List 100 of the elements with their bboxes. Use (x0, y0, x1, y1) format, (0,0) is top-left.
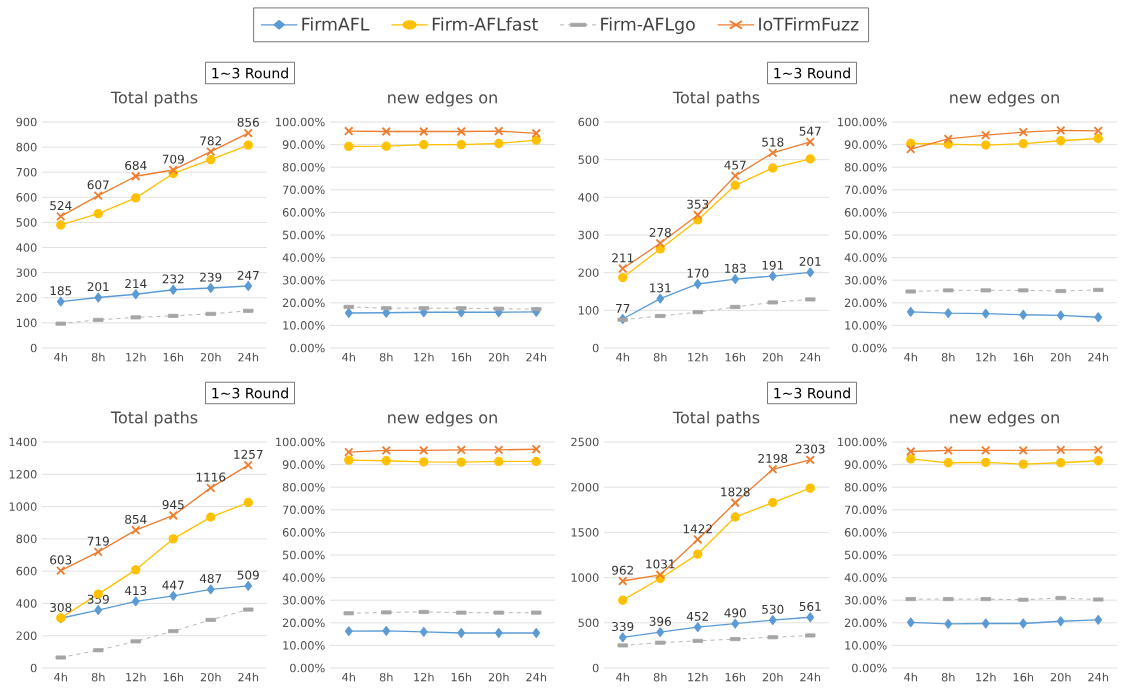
data-label: 962 (612, 565, 634, 575)
y-tick-label: 200 (16, 631, 37, 640)
y-tick-label: 70.00% (283, 505, 325, 515)
chart-subtitle: 1~3 Round (212, 67, 288, 79)
data-label: 945 (162, 500, 184, 510)
y-tick-label: 40.00% (844, 573, 887, 582)
y-tick-label: 400 (16, 599, 37, 608)
chart-title: Total paths (672, 91, 760, 107)
y-tick-label: 0.00% (290, 343, 325, 353)
x-tick-label: 24h (238, 352, 259, 362)
y-tick-label: 80.00% (844, 162, 887, 172)
x-tick-label: 24h (800, 672, 821, 682)
x-tick-label: 16h (451, 672, 472, 682)
legend-label: IoTFirmFuzz (759, 17, 859, 31)
y-tick-label: 2500 (571, 437, 599, 447)
y-tick-label: 1400 (9, 437, 37, 447)
x-tick-label: 20h (200, 352, 221, 362)
y-tick-label: 400 (578, 193, 599, 202)
x-tick-label: 4h (342, 352, 355, 362)
y-tick-label: 800 (16, 534, 37, 544)
y-tick-label: 0.00% (290, 663, 325, 673)
y-tick-label: 20.00% (844, 298, 887, 308)
x-tick-label: 8h (379, 672, 393, 682)
x-tick-label: 16h (725, 352, 746, 362)
y-tick-label: 0 (592, 343, 599, 353)
y-tick-label: 10.00% (845, 321, 887, 330)
x-tick-label: 12h (414, 352, 434, 362)
y-tick-label: 500 (16, 218, 37, 227)
data-label: 191 (762, 260, 784, 270)
y-tick-label: 2000 (571, 482, 599, 492)
data-label: 452 (686, 611, 709, 621)
x-tick-label: 8h (653, 672, 667, 682)
data-label: 561 (799, 601, 821, 612)
y-tick-label: 20.00% (282, 298, 325, 308)
chart-title: new edges on (388, 91, 497, 107)
y-tick-label: 60.00% (844, 208, 887, 217)
data-label: 239 (200, 272, 222, 282)
chart-title: Total paths (672, 411, 760, 427)
y-tick-label: 700 (16, 167, 37, 177)
y-tick-label: 50.00% (844, 550, 887, 560)
data-label: 490 (724, 608, 746, 618)
y-tick-label: 100.00% (276, 437, 325, 447)
y-tick-label: 500 (578, 155, 599, 164)
x-tick-label: 16h (451, 352, 472, 362)
x-tick-label: 8h (379, 352, 393, 362)
y-tick-label: 70.00% (844, 185, 887, 195)
data-label: 782 (200, 136, 222, 146)
x-tick-label: 24h (238, 672, 259, 682)
y-tick-label: 10.00% (845, 641, 887, 650)
data-label: 607 (87, 180, 109, 190)
chart-title: new edges on (388, 411, 497, 427)
data-label: 77 (616, 303, 630, 313)
chart-subtitle: 1~3 Round (774, 67, 850, 79)
x-tick-label: 12h (976, 352, 996, 362)
data-label: 247 (237, 270, 259, 280)
x-tick-label: 24h (526, 352, 547, 362)
x-tick-label: 16h (1013, 352, 1034, 362)
x-tick-label: 24h (800, 352, 821, 362)
data-label: 709 (162, 154, 184, 164)
y-tick-label: 100.00% (838, 437, 887, 447)
chart-subtitle: 1~3 Round (212, 387, 288, 399)
data-label: 183 (725, 263, 746, 273)
data-label: 1116 (196, 472, 226, 482)
chart-title: Total paths (110, 91, 198, 107)
x-tick-label: 8h (653, 352, 667, 362)
data-label: 201 (799, 256, 821, 267)
x-tick-label: 24h (1088, 352, 1109, 362)
y-tick-label: 800 (16, 142, 37, 152)
legend-label: FirmAFL (302, 17, 370, 31)
x-tick-label: 12h (976, 672, 996, 682)
x-tick-label: 8h (941, 672, 955, 682)
y-tick-label: 80.00% (844, 482, 887, 492)
data-label: 211 (612, 253, 634, 263)
x-tick-label: 4h (616, 672, 629, 682)
x-tick-label: 4h (342, 672, 355, 682)
y-tick-label: 100 (16, 318, 37, 328)
data-label: 2198 (758, 453, 788, 464)
x-tick-label: 12h (126, 672, 146, 682)
data-label: 214 (125, 279, 147, 288)
y-tick-label: 100.00% (276, 117, 325, 127)
x-tick-label: 4h (904, 672, 917, 682)
x-tick-label: 4h (904, 352, 917, 362)
data-label: 518 (762, 137, 784, 147)
y-tick-label: 10.00% (283, 641, 325, 650)
y-tick-label: 50.00% (282, 550, 325, 560)
x-tick-label: 4h (616, 352, 629, 362)
y-tick-label: 0 (592, 663, 599, 673)
y-tick-label: 40.00% (282, 573, 325, 582)
y-tick-label: 1200 (9, 470, 37, 479)
data-label: 509 (237, 570, 259, 580)
y-tick-label: 20.00% (844, 618, 887, 628)
y-tick-label: 30.00% (282, 275, 325, 285)
x-tick-label: 12h (688, 352, 708, 362)
x-tick-label: 20h (1050, 352, 1071, 362)
y-tick-label: 600 (578, 117, 599, 127)
data-label: 447 (162, 580, 184, 590)
y-tick-label: 80.00% (282, 482, 325, 492)
x-tick-label: 20h (488, 352, 509, 362)
data-label: 854 (125, 514, 147, 524)
x-tick-label: 20h (488, 672, 509, 682)
